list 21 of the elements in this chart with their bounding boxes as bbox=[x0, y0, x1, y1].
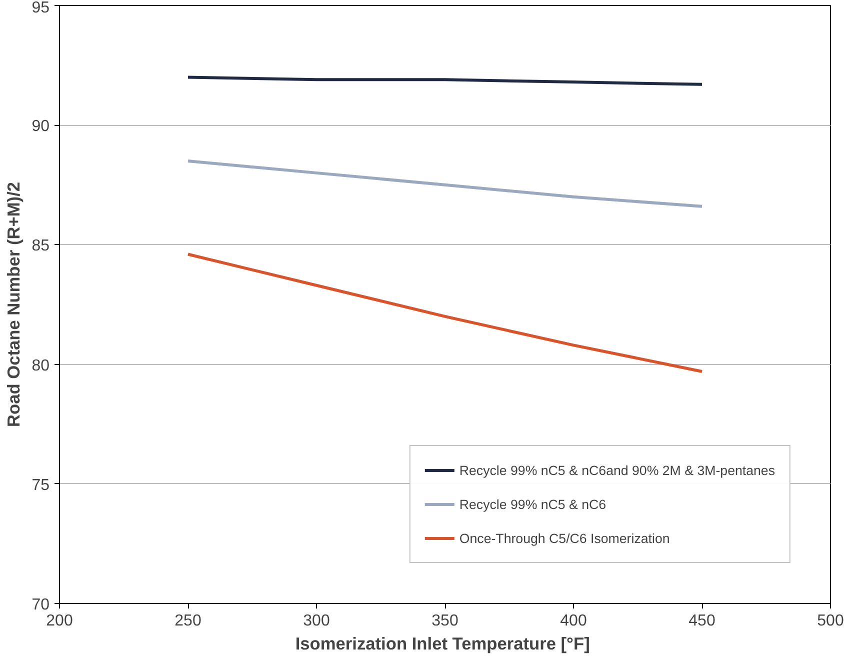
y-tick-label: 80 bbox=[32, 357, 50, 374]
x-tick-label: 450 bbox=[688, 612, 716, 630]
x-tick-label: 200 bbox=[46, 612, 73, 630]
x-axis-title: Isomerization Inlet Temperature [°F] bbox=[295, 634, 590, 654]
legend-label: Recycle 99% nC5 & nC6and 90% 2M & 3M-pentanes bbox=[459, 462, 775, 478]
y-tick-label: 75 bbox=[32, 476, 50, 494]
x-tick-label: 500 bbox=[817, 612, 844, 630]
line-series bbox=[186, 159, 704, 208]
x-tick-label: 250 bbox=[174, 612, 202, 630]
x-tick-label: 400 bbox=[560, 612, 587, 630]
legend-label: Once-Through C5/C6 Isomerization bbox=[459, 530, 670, 546]
line-series bbox=[186, 252, 704, 373]
y-tick-label: 70 bbox=[32, 596, 50, 614]
x-tick-label: 350 bbox=[432, 612, 458, 630]
y-tick-label: 95 bbox=[32, 0, 50, 16]
x-tick-label: 300 bbox=[303, 612, 330, 630]
legend-label: Recycle 99% nC5 & nC6 bbox=[459, 496, 606, 512]
y-axis-title: Road Octane Number (R+M)/2 bbox=[4, 182, 24, 428]
line-series bbox=[186, 76, 704, 86]
y-tick-label: 90 bbox=[32, 118, 50, 136]
y-tick-label: 85 bbox=[32, 238, 50, 255]
